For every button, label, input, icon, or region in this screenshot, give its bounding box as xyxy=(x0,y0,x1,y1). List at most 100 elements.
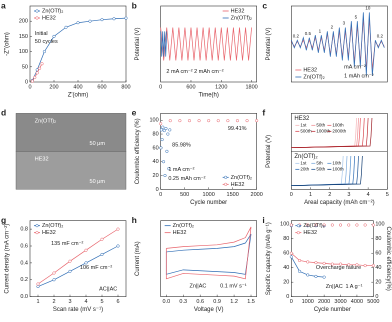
legend-label: HE32 xyxy=(173,230,187,236)
annotation: 2 mA cm⁻² 2 mAh cm⁻² xyxy=(166,69,223,75)
x-tick-label: 4000 xyxy=(351,299,363,305)
x-axis-label: Areal capacity (mAh cm⁻²) xyxy=(304,200,375,206)
legend-marker xyxy=(35,231,39,235)
legend-label: Zn(OTf)₂ xyxy=(173,223,194,229)
y-tick-label: 100 xyxy=(19,49,28,55)
x-tick-label: 3 xyxy=(347,192,350,198)
x-tick-label: 5 xyxy=(100,299,103,305)
legend-label: HE32 xyxy=(231,8,245,14)
data-point xyxy=(330,223,334,227)
x-tick-label: 0 xyxy=(290,192,293,198)
x-tick-label: 1 xyxy=(36,299,39,305)
data-point xyxy=(116,244,120,248)
data-point xyxy=(306,260,310,264)
legend-label: HE32 xyxy=(231,182,245,188)
data-point xyxy=(235,119,240,123)
x-tick-label: 500 xyxy=(180,192,189,198)
y-tick-label: 40 xyxy=(283,265,289,271)
x-axis-label: Z'(ohm) xyxy=(68,93,88,99)
legend-label: 10th xyxy=(332,161,341,166)
x-axis-label: Scan rate (mV s⁻¹) xyxy=(53,307,103,313)
data-point xyxy=(226,119,230,123)
data-point xyxy=(168,119,172,123)
legend-marker xyxy=(224,175,228,179)
data-point xyxy=(371,263,375,268)
series-line xyxy=(165,226,252,280)
data-point xyxy=(33,75,37,79)
data-point xyxy=(64,25,68,29)
annotation: Zn(OTf)₂ xyxy=(35,118,56,124)
legend-label: Zn(OTf)₂ xyxy=(303,74,324,80)
data-point xyxy=(112,17,116,21)
step-label: 0.2 xyxy=(377,33,384,38)
legend-marker xyxy=(224,182,228,186)
data-point xyxy=(68,259,72,263)
data-point xyxy=(289,251,293,255)
annotation: 50 μm xyxy=(90,141,106,147)
legend-label: 5th xyxy=(316,161,323,166)
x-tick-label: 5000 xyxy=(367,299,379,305)
legend-marker xyxy=(296,224,300,228)
y-tick-label: 40 xyxy=(153,159,159,165)
x-tick-label: 4 xyxy=(84,299,87,305)
x-tick-label: 3000 xyxy=(334,299,346,305)
data-point xyxy=(306,273,310,277)
series-line xyxy=(37,245,119,287)
data-point xyxy=(297,269,302,273)
panel-letter: e xyxy=(132,108,137,118)
x-tick-label: 1500 xyxy=(227,192,239,198)
data-point xyxy=(167,167,171,171)
x-tick-label: 200 xyxy=(49,84,58,90)
annotation: HE32 xyxy=(35,156,49,162)
data-point xyxy=(161,125,165,129)
y-axis-label: Current (mA) xyxy=(135,241,141,276)
y-axis-label: Specific capacity (mAh g⁻¹) xyxy=(266,222,272,295)
y2-axis-label: Coulombic efficiency(%) xyxy=(385,227,391,291)
annotation: 99.41% xyxy=(228,126,247,132)
group-label: HE32 xyxy=(294,116,310,122)
y-tick-label: 80 xyxy=(153,132,159,138)
x-tick-label: 400 xyxy=(73,84,82,90)
data-point xyxy=(161,160,166,164)
data-point xyxy=(322,275,326,279)
y-tick-label: 80 xyxy=(283,236,289,242)
data-point xyxy=(355,223,359,227)
step-label: 3 xyxy=(343,21,346,26)
data-point xyxy=(52,34,56,38)
data-point xyxy=(207,119,211,123)
annotation: 50 cycles xyxy=(35,39,58,45)
data-point xyxy=(36,282,40,286)
legend-label: HE32 xyxy=(42,230,56,236)
data-point xyxy=(322,261,326,265)
x-tick-label: 1 xyxy=(309,192,312,198)
series-line xyxy=(160,27,252,61)
axes-frame xyxy=(160,5,257,83)
data-point xyxy=(314,274,318,278)
step-label: 10 xyxy=(365,6,371,11)
y-tick-label: 20 xyxy=(283,280,289,286)
legend-label: 1st xyxy=(300,123,307,128)
data-point xyxy=(35,71,39,75)
x-tick-label: 1200 xyxy=(215,84,227,90)
step-label: 2 xyxy=(331,25,334,30)
annotation: Zn||AC xyxy=(326,284,343,290)
micrograph xyxy=(15,151,127,190)
data-point xyxy=(30,79,34,83)
legend-label: 50th xyxy=(316,123,325,128)
y-tick-label: 50 xyxy=(22,64,28,70)
legend-label: HE32 xyxy=(303,67,317,73)
panel-letter: g xyxy=(1,215,6,225)
data-point xyxy=(164,126,168,131)
panel-letter: d xyxy=(1,108,6,118)
group-label: Zn(OTf)₂ xyxy=(294,154,318,160)
annotation: Zn||AC xyxy=(189,283,206,289)
data-point xyxy=(314,261,318,265)
step-label: 0.2 xyxy=(293,33,300,38)
annotation: 1 mAh cm⁻² xyxy=(344,73,374,79)
x-tick-label: 2 xyxy=(328,192,331,198)
data-point xyxy=(100,237,104,241)
legend-label: Zn(OTf)₂ xyxy=(42,8,63,14)
x-tick-label: 1.5 xyxy=(247,299,255,305)
data-point xyxy=(100,18,104,22)
